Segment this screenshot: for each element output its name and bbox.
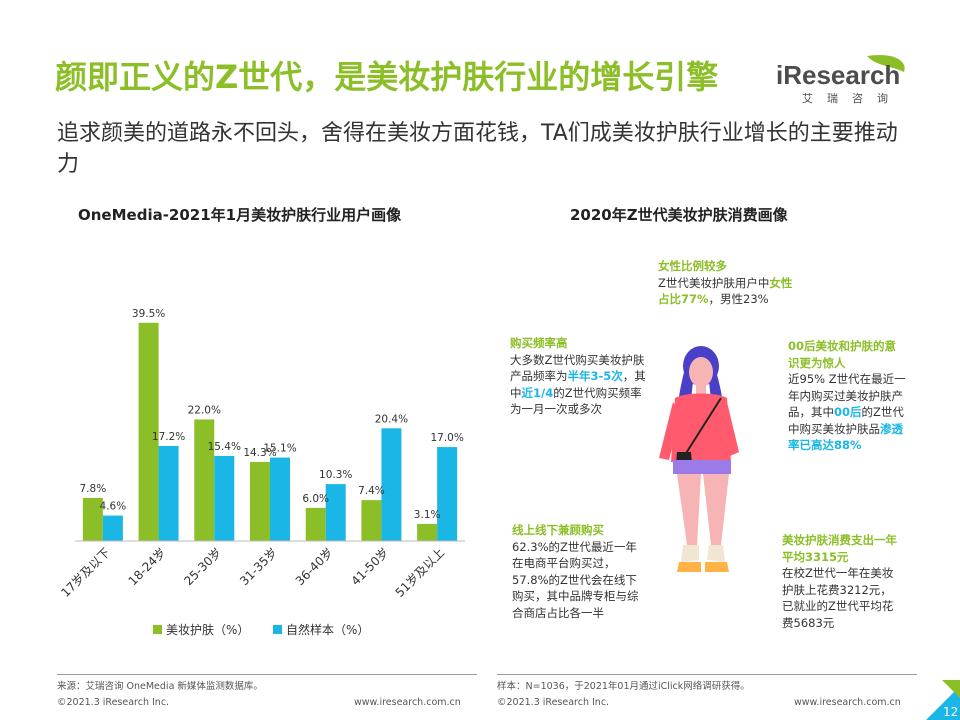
bar-natural-3: [270, 457, 290, 541]
footer-url-right[interactable]: www.iresearch.com.cn: [794, 697, 901, 708]
page-corner-decoration: 12: [926, 680, 960, 720]
chart-title: OneMedia-2021年1月美妆护肤行业用户画像: [78, 206, 402, 224]
legend-swatch-1: [273, 625, 282, 634]
x-tick-label-2: 25-30岁: [181, 545, 225, 589]
bar-beauty-1: [138, 322, 159, 541]
bar-natural-2: [214, 455, 235, 541]
bar-beauty-4: [305, 507, 326, 541]
page-title: 颜即正义的Z世代，是美妆护肤行业的增长引擎: [55, 58, 719, 96]
bar-label-natural-3: 15.1%: [263, 443, 296, 455]
bar-label-beauty-6: 3.1%: [414, 509, 441, 521]
callout-female-highlight: 女性占比77%: [658, 275, 793, 307]
footer-sample: 样本：N=1036，于2021年01月通过iClick网络调研获得。: [497, 681, 750, 692]
callout-frequency-text3: 的Z世代购买频率为一月一次或多次: [510, 385, 642, 417]
bar-beauty-2: [194, 419, 215, 541]
footer-url-left[interactable]: www.iresearch.com.cn: [354, 697, 461, 708]
x-tick-label-0: 17岁及以下: [58, 545, 113, 600]
bar-beauty-6: [417, 523, 438, 541]
bar-label-natural-4: 10.3%: [319, 469, 352, 481]
bar-natural-4: [325, 484, 346, 541]
bar-label-beauty-2: 22.0%: [188, 404, 221, 416]
callout-awareness-text1: 近95% Z世代在最近一年内购买过美妆护肤产品，其中: [788, 372, 906, 419]
logo-leaf-icon: iResearch 艾瑞咨询: [776, 54, 905, 105]
x-tick-label-3: 31-35岁: [236, 545, 280, 589]
woman-illustration: [659, 346, 739, 572]
bar-label-beauty-5: 7.4%: [358, 485, 385, 497]
bar-natural-6: [437, 447, 458, 541]
bar-natural-0: [102, 515, 123, 541]
bar-label-natural-1: 17.2%: [152, 431, 185, 443]
page-number: 12: [943, 705, 958, 719]
page-subtitle: 追求颜美的道路永不回头，舍得在美妆方面花钱，TA们成美妆护肤行业增长的主要推动力: [57, 121, 898, 177]
bar-label-beauty-0: 7.8%: [80, 483, 107, 495]
callout-channel-body: 62.3%的Z世代最近一年在电商平台购买过，57.8%的Z世代会在线下购买，其中…: [512, 539, 639, 620]
logo-text: iResearch: [776, 60, 900, 90]
callout-female-ratio: 女性比例较多 Z世代美妆护肤用户中女性占比77%，男性23%: [658, 258, 793, 308]
callout-awareness-highlight1: 00后: [834, 405, 862, 419]
legend-label-0: 美妆护肤（%）: [166, 622, 249, 637]
callout-online-offline: 线上线下兼顾购买 62.3%的Z世代最近一年在电商平台购买过，57.8%的Z世代…: [512, 522, 644, 621]
callout-spending-head: 美妆护肤消费支出一年平均3315元: [782, 533, 897, 564]
callout-awareness-text2: 的Z世代中购买美妆护肤品: [788, 405, 904, 436]
callout-spending: 美妆护肤消费支出一年平均3315元 在校Z世代一年在美妆护肤上花费3212元，已…: [782, 532, 900, 631]
bar-label-natural-0: 4.6%: [100, 501, 127, 513]
age-bar-chart: 7.8% 4.6% 39.5% 17.2% 22.0% 15.4%14.3%15.1% 6.…: [58, 308, 465, 637]
profile-title: 2020年Z世代美妆护肤消费画像: [570, 206, 788, 224]
callout-00s-awareness: 00后美妆和护肤的意识更为惊人 近95% Z世代在最近一年内购买过美妆护肤产品，…: [788, 338, 906, 454]
iresearch-logo: iResearch 艾瑞咨询: [772, 54, 912, 106]
bar-natural-5: [381, 428, 402, 541]
footer-copyright-right: ©2021.3 iResearch Inc.: [497, 697, 610, 708]
callout-awareness-highlight2: 渗透率已高达88%: [788, 421, 903, 453]
callout-purchase-frequency: 购买频率高 大多数Z世代购买美妆护肤产品频率为半年3-5次，其中近1/4的Z世代…: [510, 335, 650, 418]
legend-label-1: 自然样本（%）: [286, 622, 369, 637]
callout-channel-head: 线上线下兼顾购买: [512, 523, 604, 537]
footer-divider-left: [57, 674, 477, 675]
bar-beauty-3: [250, 461, 270, 541]
callout-awareness-head: 00后美妆和护肤的意识更为惊人: [788, 339, 897, 370]
callout-frequency-highlight1: 半年3-5次: [567, 369, 623, 383]
bar-label-beauty-1: 39.5%: [132, 308, 165, 320]
legend-swatch-0: [153, 625, 162, 634]
callout-frequency-head: 购买频率高: [510, 336, 568, 350]
bar-beauty-5: [361, 500, 382, 541]
x-tick-label-1: 18-24岁: [125, 545, 169, 589]
callout-frequency-text2: ，其中: [510, 369, 646, 400]
x-tick-label-5: 41-50岁: [348, 545, 392, 589]
footer-source: 来源：艾瑞咨询 OneMedia 新媒体监测数据库。: [57, 681, 263, 692]
bar-natural-1: [158, 445, 179, 541]
bar-label-natural-2: 15.4%: [208, 441, 241, 453]
callout-female-head: 女性比例较多: [658, 259, 727, 273]
bar-label-natural-5: 20.4%: [375, 413, 408, 425]
bar-label-natural-6: 17.0%: [430, 432, 463, 444]
callout-female-text2: ，男性23%: [708, 292, 769, 306]
footer-copyright-left: ©2021.3 iResearch Inc.: [57, 697, 170, 708]
callout-spending-body: 在校Z世代一年在美妆护肤上花费3212元，已就业的Z世代平均花费5683元: [782, 566, 894, 630]
bar-label-beauty-3: 14.3%: [243, 447, 276, 459]
callout-female-text1: Z世代美妆护肤用户中: [658, 275, 770, 290]
bar-label-beauty-4: 6.0%: [302, 493, 329, 505]
callout-frequency-text1: 大多数Z世代购买美妆护肤产品频率为: [510, 352, 645, 384]
x-tick-label-4: 36-40岁: [292, 545, 336, 589]
logo-subtext: 艾瑞咨询: [802, 91, 902, 105]
x-tick-label-6: 51岁及以上: [392, 545, 447, 600]
bar-beauty-0: [82, 497, 103, 541]
callout-frequency-highlight2: 近1/4: [521, 385, 554, 400]
footer-divider-right: [497, 674, 917, 675]
